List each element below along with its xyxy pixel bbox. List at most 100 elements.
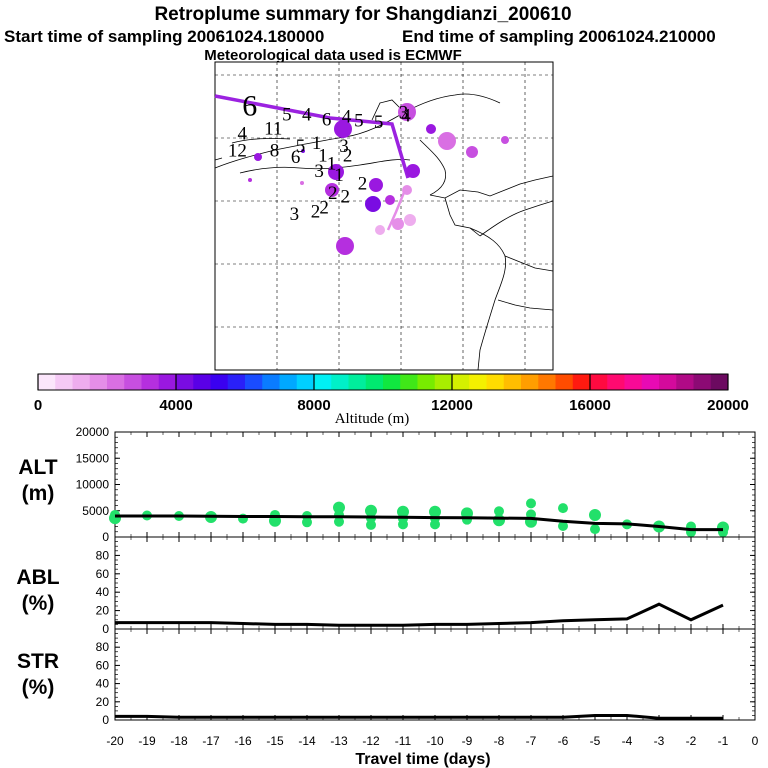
y-tick-label: 80	[96, 640, 110, 654]
colorbar-cell	[693, 374, 712, 390]
colorbar-tick-label: 4000	[159, 397, 192, 414]
colorbar-cell	[158, 374, 177, 390]
map-number-label: 3	[399, 103, 409, 124]
panel-ylabel: (m)	[22, 482, 55, 505]
plume-centroid-path	[214, 94, 410, 179]
colorbar-cell	[572, 374, 591, 390]
map-number-label: 3	[314, 161, 324, 182]
colorbar-cell	[452, 374, 470, 390]
x-axis-label: Travel time (days)	[355, 751, 490, 768]
y-tick-label: 20	[96, 695, 110, 709]
x-tick-label: -2	[686, 734, 697, 748]
x-tick-label: -17	[202, 734, 220, 748]
plume-blobs	[248, 103, 509, 255]
map-number-label: 5	[296, 136, 306, 157]
abl-series-line	[115, 602, 724, 627]
panel-alt: ALT (m) 0 5000 10000 15000 20000	[18, 425, 756, 544]
y-tick-label: 10000	[76, 478, 110, 492]
altitude-scatter-point	[526, 498, 536, 509]
x-tick-label: -16	[234, 734, 252, 748]
altitude-scatter-point	[590, 524, 600, 535]
altitude-colorbar: 0 4000 8000 12000 16000 20000 Altitude (m)	[34, 373, 749, 427]
figure-title: Retroplume summary for Shangdianzi_20061…	[154, 4, 571, 25]
colorbar-cell	[555, 374, 574, 390]
map-number-label: 6	[291, 147, 301, 168]
altitude-scatter-point	[558, 503, 568, 514]
x-tick-label: -1	[718, 734, 729, 748]
str-series-line	[115, 714, 723, 720]
y-tick-label: 40	[96, 677, 110, 691]
x-tick-label: -10	[426, 734, 444, 748]
x-tick-label: -19	[138, 734, 156, 748]
colorbar-cell	[107, 374, 125, 390]
x-tick-label: -18	[170, 734, 188, 748]
colorbar-cell	[348, 374, 367, 390]
panel-title: STR	[17, 650, 59, 673]
altitude-scatter-point	[430, 519, 440, 530]
x-tick-label: -4	[622, 734, 633, 748]
map-number-label: 11	[264, 118, 282, 139]
x-tick-label: -7	[526, 734, 537, 748]
colorbar-cell	[55, 374, 73, 390]
y-tick-label: 60	[96, 567, 110, 581]
map-number-label: 12	[228, 140, 247, 161]
y-tick-label: 5000	[82, 504, 109, 518]
map-number-label: 6	[322, 109, 332, 130]
map-number-label: 4	[401, 106, 411, 127]
colorbar-cell	[279, 374, 298, 390]
colorbar-cell	[469, 374, 487, 390]
y-tick-label: 0	[102, 622, 109, 636]
altitude-scatter-point	[558, 520, 568, 531]
colorbar-cell	[124, 374, 142, 390]
x-tick-label: -13	[330, 734, 348, 748]
y-tick-label: 60	[96, 658, 110, 672]
colorbar-cell	[503, 374, 522, 390]
colorbar-ticks: 0 4000 8000 12000 16000 20000	[34, 374, 749, 414]
time-series-panels: ALT (m) 0 5000 10000 15000 20000 ABL (%) 0 20 40 60 8…	[16, 425, 758, 748]
y-tick-label: 20000	[76, 425, 110, 439]
x-tick-label: -11	[395, 734, 412, 748]
colorbar-tick-label: 0	[34, 397, 42, 414]
colorbar-cell	[365, 374, 384, 390]
colorbar-cell	[486, 374, 505, 390]
altitude-scatter-point	[109, 512, 121, 525]
plume-secondary-path	[386, 189, 407, 231]
map-number-label: 4	[238, 123, 248, 144]
colorbar-cell	[331, 374, 349, 390]
colorbar-cell	[296, 374, 315, 390]
map-frame	[214, 61, 554, 371]
map-number-label: 3	[290, 204, 300, 225]
panel-title: ABL	[16, 566, 59, 589]
x-tick-labels: -20 -19 -18 -17 -16 -15 -14 -13 -12 -11 -10 -9 -8 -7-…	[106, 734, 758, 748]
panel-title: ALT	[18, 456, 57, 479]
altitude-scatter-point	[302, 517, 312, 528]
panel-frame	[114, 628, 756, 721]
x-tick-label: -15	[266, 734, 284, 748]
colorbar-cell	[624, 374, 643, 390]
map-coastlines	[214, 93, 554, 371]
map-number-label: 2	[311, 201, 321, 222]
y-tick-label: 0	[102, 713, 109, 727]
colorbar-cell	[676, 374, 694, 390]
colorbar-cells	[38, 374, 729, 390]
altitude-scatter-point	[334, 516, 344, 527]
colorbar-cell	[590, 374, 608, 390]
colorbar-cell	[400, 374, 418, 390]
y-tick-label: 80	[96, 548, 110, 562]
x-tick-label: -9	[462, 734, 473, 748]
x-tick-label: -8	[494, 734, 505, 748]
x-tick-label: -14	[298, 734, 316, 748]
altitude-scatter-point	[589, 508, 601, 521]
panel-abl: ABL (%) 0 20 40 60 80	[16, 536, 756, 636]
end-time-label: End time of sampling 20061024.210000	[402, 27, 716, 46]
colorbar-cell	[417, 374, 436, 390]
met-data-label: Meteorological data used is ECMWF	[204, 47, 462, 64]
y-tick-label: 15000	[76, 451, 110, 465]
altitude-scatter-point	[462, 514, 472, 525]
alt-series-line	[115, 514, 723, 532]
map-number-label: 4	[342, 106, 352, 127]
colorbar-cell	[314, 374, 332, 390]
colorbar-tick-label: 16000	[569, 397, 611, 414]
map-number-label: 8	[270, 140, 280, 161]
